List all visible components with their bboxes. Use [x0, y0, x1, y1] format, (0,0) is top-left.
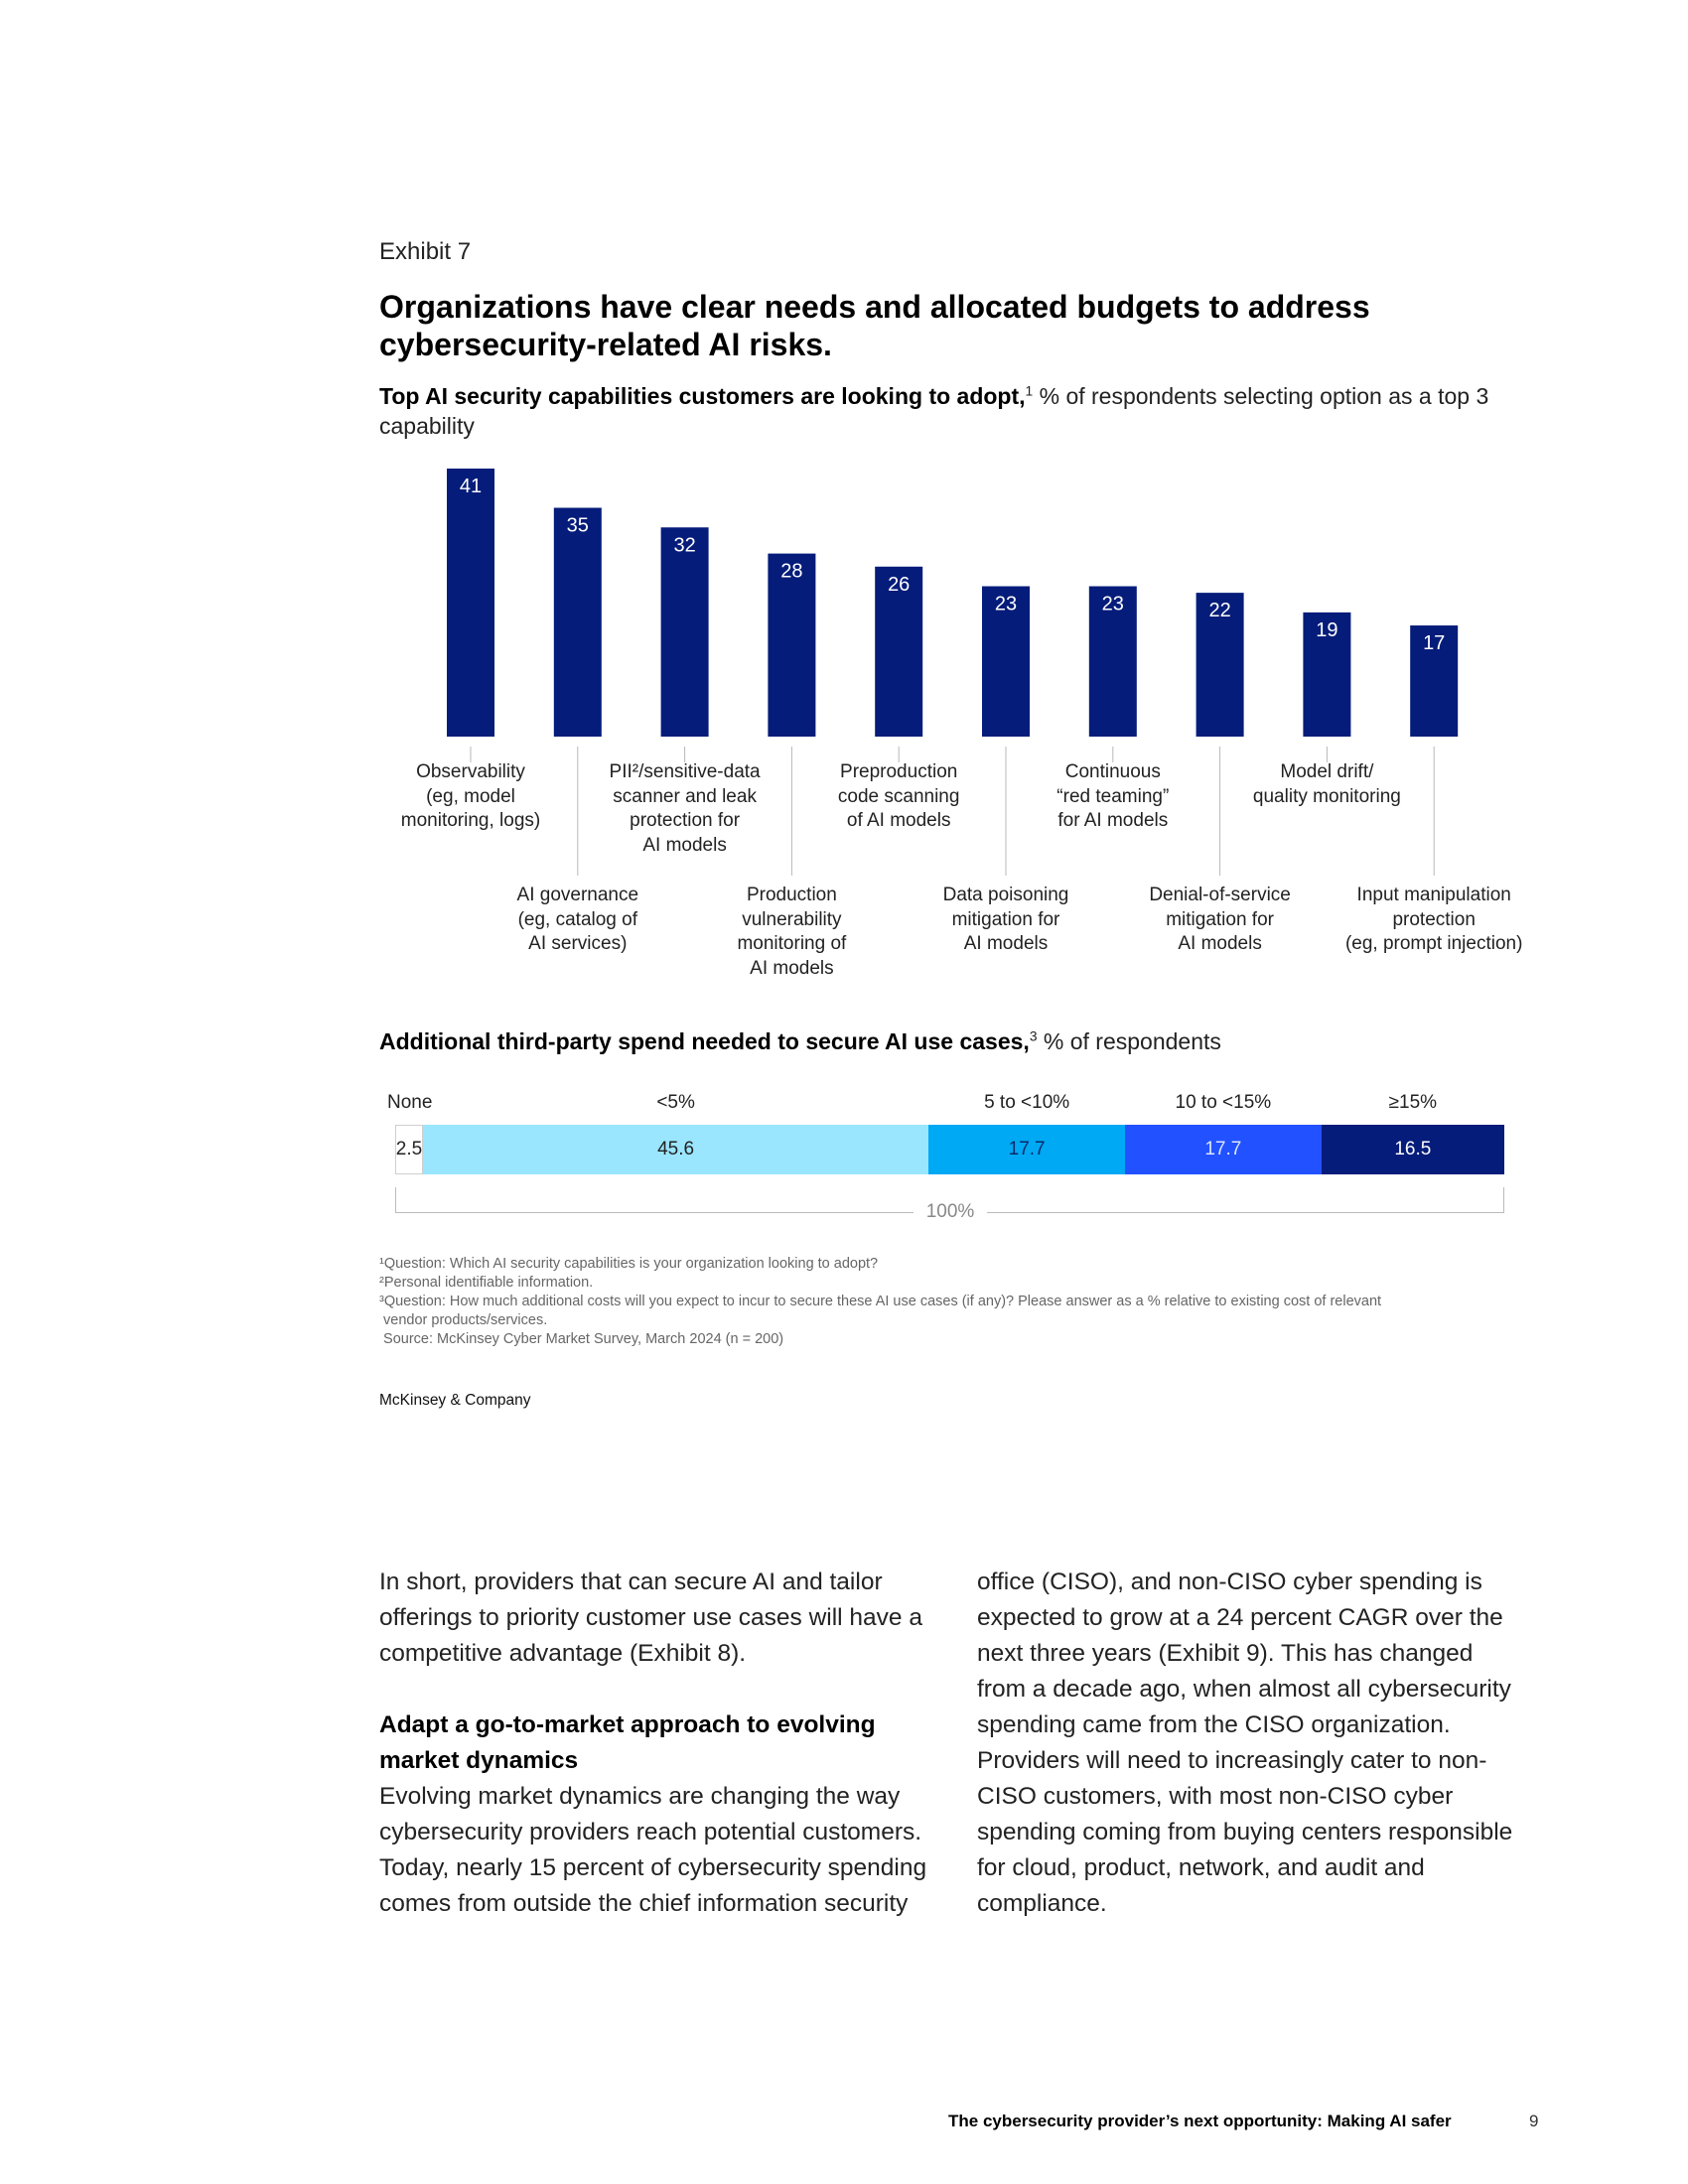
category-label-0: Observability (eg, model monitoring, log…	[400, 761, 541, 831]
category-label-7: Denial-of-service mitigation for AI mode…	[1149, 885, 1291, 954]
bar-1	[553, 507, 602, 737]
bar-4	[875, 566, 923, 737]
spend-value-label-4: 16.5	[1394, 1139, 1432, 1160]
spend-category-label-0: None	[387, 1092, 433, 1113]
footnotes: ¹Question: Which AI security capabilitie…	[379, 1255, 1521, 1349]
body-column-right: office (CISO), and non-CISO cyber spendi…	[977, 1565, 1513, 1922]
spend-subtitle: Additional third-party spend needed to s…	[379, 1028, 1221, 1055]
footnote-1: ¹Question: Which AI security capabilitie…	[379, 1256, 879, 1272]
footnote-source: Source: McKinsey Cyber Market Survey, Ma…	[379, 1331, 784, 1347]
bar-5	[982, 586, 1030, 737]
category-label-9: Input manipulation protection (eg, promp…	[1344, 885, 1523, 954]
category-label-5: Data poisoning mitigation for AI models	[942, 885, 1069, 954]
spend-segment-2: 17.7	[928, 1125, 1125, 1174]
category-label-8: Model drift/ quality monitoring	[1252, 761, 1401, 807]
capabilities-subtitle-bold: Top AI security capabilities customers a…	[379, 383, 1026, 409]
spend-category-label-1: <5%	[656, 1092, 695, 1113]
bar-value-label-6: 23	[1102, 594, 1124, 615]
category-label-4: Preproduction code scanning of AI models	[837, 761, 960, 831]
bar-value-label-3: 28	[780, 561, 802, 583]
spend-subtitle-rest: % of respondents	[1037, 1028, 1221, 1054]
category-label-6: Continuous “red teaming” for AI models	[1056, 761, 1170, 831]
body-intro: In short, providers that can secure AI a…	[379, 1569, 922, 1667]
spend-category-label-3: 10 to <15%	[1175, 1092, 1272, 1113]
category-label-3: Production vulnerability monitoring of A…	[737, 885, 847, 979]
bar-value-label-5: 23	[995, 594, 1017, 615]
bar-6	[1088, 586, 1137, 737]
body-paragraph-left: Evolving market dynamics are changing th…	[379, 1783, 927, 1917]
bar-2	[660, 527, 709, 737]
footnote-3: ³Question: How much additional costs wil…	[379, 1294, 1382, 1328]
spend-segment-4: 16.5	[1321, 1125, 1504, 1174]
bar-9	[1410, 625, 1459, 737]
spend-footnote-mark: 3	[1029, 1028, 1038, 1044]
bar-value-label-2: 32	[673, 534, 695, 556]
footer-title: The cybersecurity provider’s next opport…	[948, 2112, 1452, 2130]
body-paragraph-right: office (CISO), and non-CISO cyber spendi…	[977, 1569, 1513, 1917]
spend-value-label-0: 2.5	[395, 1139, 423, 1160]
spend-segment-3: 17.7	[1124, 1125, 1322, 1174]
spend-category-label-2: 5 to <10%	[984, 1092, 1070, 1113]
spend-value-label-2: 17.7	[1008, 1139, 1046, 1160]
bar-0	[447, 469, 494, 737]
bar-value-label-9: 17	[1423, 632, 1445, 654]
brand-logo-text: McKinsey & Company	[379, 1392, 531, 1409]
bar-value-label-7: 22	[1208, 600, 1230, 621]
bar-value-label-4: 26	[888, 574, 910, 596]
spend-category-label-4: ≥15%	[1388, 1092, 1438, 1113]
capabilities-subtitle: Top AI security capabilities customers a…	[379, 381, 1531, 441]
capabilities-footnote-mark: 1	[1025, 383, 1034, 399]
category-label-2: PII²/sensitive-data scanner and leak pro…	[609, 761, 761, 856]
capabilities-subtitle-rest: % of respondents selecting option as a t…	[379, 383, 1489, 439]
bar-value-label-8: 19	[1316, 619, 1337, 641]
section-heading: Adapt a go-to-market approach to evolvin…	[379, 1711, 876, 1774]
spend-segment-1: 45.6	[422, 1125, 929, 1174]
bar-value-label-0: 41	[460, 476, 482, 497]
exhibit-label: Exhibit 7	[379, 238, 472, 265]
total-label: 100%	[914, 1201, 987, 1223]
category-label-1: AI governance (eg, catalog of AI service…	[516, 885, 639, 954]
bar-value-label-1: 35	[567, 515, 589, 537]
bar-3	[768, 553, 816, 737]
bar-8	[1303, 612, 1351, 737]
page-number: 9	[1529, 2112, 1539, 2130]
footnote-2: ²Personal identifiable information.	[379, 1275, 594, 1291]
capabilities-bar-chart: 41 35 32 28 26 23 23 22 19 17	[447, 469, 1459, 876]
bar-7	[1196, 593, 1244, 737]
spend-value-label-1: 45.6	[657, 1139, 695, 1160]
spend-value-label-3: 17.7	[1204, 1139, 1242, 1160]
spend-subtitle-bold: Additional third-party spend needed to s…	[379, 1028, 1030, 1054]
exhibit-title: Organizations have clear needs and alloc…	[379, 289, 1370, 362]
spend-segment-0: 2.5	[395, 1125, 423, 1174]
body-column-left: In short, providers that can secure AI a…	[379, 1565, 935, 1922]
